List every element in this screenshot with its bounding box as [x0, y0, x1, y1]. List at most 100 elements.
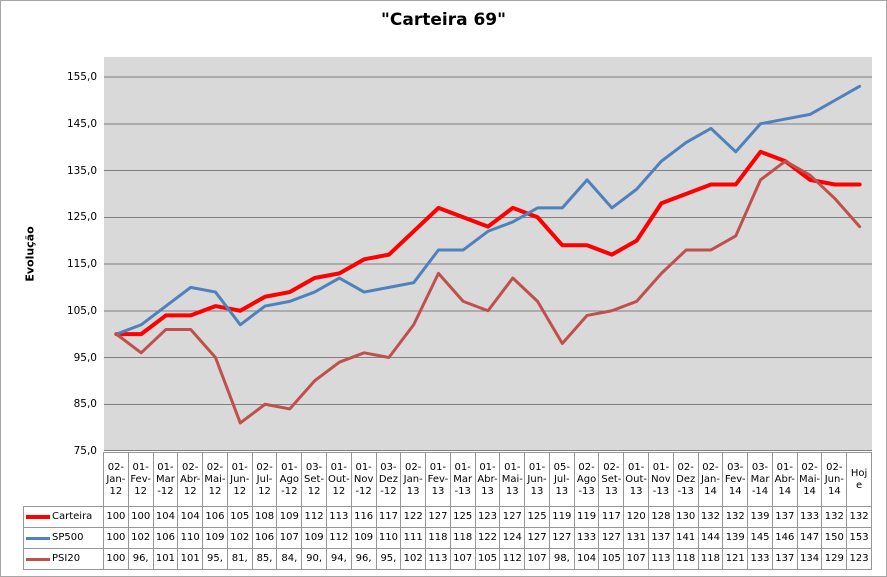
table-value-cell: 153 [847, 528, 872, 549]
table-header-cell: 01-Ago-12 [277, 452, 303, 507]
table-header-cell: 01-Fev-13 [426, 452, 451, 507]
table-value-cell: 127 [599, 528, 625, 549]
table-value-cell: 116 [351, 507, 377, 528]
y-axis-tick-label: 95,0 [73, 351, 97, 364]
table-header-cell: 02-Jun-14 [822, 452, 848, 507]
table-value-cell: 141 [673, 528, 699, 549]
table-header-cell: 02-Mai-12 [203, 452, 228, 507]
table-value-cell: 132 [698, 507, 724, 528]
table-header-cell: 02-Dez-13 [673, 452, 699, 507]
table-value-cell: 104 [574, 549, 600, 570]
table-value-cell: 84, [277, 549, 303, 570]
table-value-cell: 125 [450, 507, 476, 528]
table-value-cell: 109 [277, 507, 303, 528]
table-value-cell: 107 [525, 549, 550, 570]
table-value-cell: 128 [649, 507, 674, 528]
chart-title: "Carteira 69" [381, 10, 506, 30]
table-value-cell: 107 [624, 549, 650, 570]
table-value-cell: 100 [104, 549, 129, 570]
table-header-cell: 01-Mar-12 [153, 452, 179, 507]
legend-line-icon [26, 557, 50, 561]
table-value-cell: 112 [326, 528, 352, 549]
table-header-cell: 01-Out-12 [326, 452, 352, 507]
table-header-cell: 02-Set-13 [599, 452, 625, 507]
table-value-cell: 121 [723, 549, 749, 570]
y-axis-title: Evolução [23, 226, 37, 282]
table-value-cell: 122 [475, 528, 501, 549]
table-value-cell: 100 [128, 507, 154, 528]
table-value-cell: 110 [178, 528, 204, 549]
table-value-cell: 95, [203, 549, 228, 570]
table-value-cell: 105 [599, 549, 625, 570]
table-value-cell: 104 [153, 507, 179, 528]
table-value-cell: 129 [822, 549, 848, 570]
table-value-cell: 144 [698, 528, 724, 549]
table-value-cell: 101 [178, 549, 204, 570]
y-axis-tick-label: 155,0 [66, 71, 97, 83]
table-value-cell: 127 [426, 507, 451, 528]
table-value-cell: 123 [475, 507, 501, 528]
table-header-cell: 01-Fev-12 [128, 452, 154, 507]
legend-line-icon [26, 515, 50, 519]
table-value-cell: 107 [450, 549, 476, 570]
table-value-cell: 112 [500, 549, 526, 570]
table-value-cell: 112 [302, 507, 327, 528]
table-value-cell: 104 [178, 507, 204, 528]
table-header-cell: 01-Mar-13 [450, 452, 476, 507]
table-header-cell: 01-Nov-12 [351, 452, 377, 507]
y-axis-tick-label: 125,0 [66, 211, 97, 224]
table-header-cell: 05-Jul-13 [549, 452, 575, 507]
table-value-cell: 110 [376, 528, 402, 549]
chart-lines-svg [104, 76, 872, 451]
table-value-cell: 118 [698, 549, 724, 570]
table-value-cell: 117 [376, 507, 402, 528]
table-value-cell: 132 [847, 507, 872, 528]
table-value-cell: 132 [723, 507, 749, 528]
table-value-cell: 106 [252, 528, 278, 549]
table-value-cell: 96, [351, 549, 377, 570]
table-value-cell: 131 [624, 528, 650, 549]
data-table: 02-Jan-12 01-Fev-12 01-Mar-12 02-Abr-12 02-M… [23, 452, 872, 570]
table-value-cell: 119 [549, 507, 575, 528]
table-value-cell: 150 [822, 528, 848, 549]
table-value-cell: 134 [797, 549, 823, 570]
table-header-cell: Hoje [847, 452, 872, 507]
table-value-cell: 113 [649, 549, 674, 570]
table-value-cell: 145 [748, 528, 773, 549]
table-header-cell: 03-Fev-14 [723, 452, 749, 507]
table-header-cell: 01-Nov-13 [649, 452, 674, 507]
table-value-cell: 102 [227, 528, 253, 549]
table-value-cell: 127 [525, 528, 550, 549]
table-value-cell: 118 [673, 549, 699, 570]
table-header-cell: 02-Jan-13 [401, 452, 427, 507]
legend-key-carteira: Carteira [23, 507, 104, 528]
legend-label: SP500 [52, 532, 84, 543]
table-value-cell: 139 [723, 528, 749, 549]
table-value-cell: 124 [500, 528, 526, 549]
table-header-cell: 02-Mai-14 [797, 452, 823, 507]
table-value-cell: 105 [475, 549, 501, 570]
table-value-cell: 120 [624, 507, 650, 528]
table-value-cell: 123 [847, 549, 872, 570]
y-axis-tick-label: 135,0 [66, 164, 97, 177]
y-axis-tick-label: 115,0 [66, 258, 97, 270]
table-corner-spacer [23, 452, 104, 507]
table-value-cell: 127 [549, 528, 575, 549]
table-value-cell: 90, [302, 549, 327, 570]
table-value-cell: 100 [104, 528, 129, 549]
table-header-cell: 02-Jan-12 [104, 452, 129, 507]
table-value-cell: 96, [128, 549, 154, 570]
table-value-cell: 113 [326, 507, 352, 528]
table-value-cell: 109 [351, 528, 377, 549]
table-value-cell: 137 [772, 549, 798, 570]
table-header-cell: 01-Jun-12 [227, 452, 253, 507]
table-value-cell: 111 [401, 528, 427, 549]
table-value-cell: 108 [252, 507, 278, 528]
y-axis-tick-label: 75,0 [73, 445, 97, 457]
series-line-psi20 [114, 159, 862, 425]
table-value-cell: 118 [450, 528, 476, 549]
table-value-cell: 146 [772, 528, 798, 549]
table-header-cell: 03-Set-12 [302, 452, 327, 507]
table-value-cell: 106 [203, 507, 228, 528]
